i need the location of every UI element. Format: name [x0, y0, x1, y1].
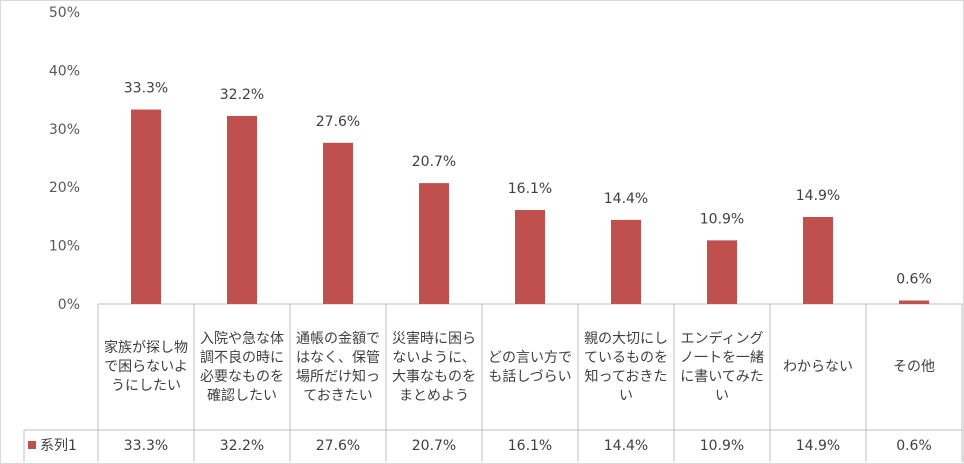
category-label: 入院や急な体調不良の時に必要なものを確認したい: [200, 330, 284, 404]
data-label: 10.9%: [700, 211, 744, 227]
bar: [323, 142, 353, 304]
table-value-cell: 14.9%: [795, 438, 841, 454]
category-label: 災害時に困らないように、大事なものをまとめよう: [392, 330, 476, 404]
y-tick-label: 10%: [49, 239, 80, 255]
category-label: その他: [893, 359, 935, 375]
table-value-cell: 20.7%: [411, 438, 457, 454]
category-label: どの言い方でも話しづらい: [488, 349, 572, 385]
bar: [707, 240, 737, 304]
data-label: 0.6%: [896, 271, 932, 287]
category-label: 家族が探し物で困らないようにしたい: [104, 340, 188, 394]
category-label: 通帳の金額ではなく、保管場所だけ知っておきたい: [296, 330, 380, 404]
bar: [803, 216, 833, 304]
legend-swatch: [28, 441, 36, 449]
data-label: 32.2%: [220, 87, 264, 103]
table-value-cell: 32.2%: [219, 438, 265, 454]
y-tick-label: 40%: [49, 63, 80, 79]
bar: [611, 219, 641, 304]
table-value-cell: 33.3%: [123, 438, 169, 454]
y-tick-label: 30%: [49, 122, 80, 138]
bar: [899, 300, 929, 304]
table-value-cell: 0.6%: [896, 438, 932, 454]
table-value-cell: 10.9%: [699, 438, 745, 454]
table-value-cell: 14.4%: [603, 438, 649, 454]
legend-label: 系列1: [40, 438, 77, 454]
bar: [419, 183, 449, 304]
category-label: わからない: [783, 359, 853, 375]
data-label: 27.6%: [316, 114, 360, 130]
y-tick-label: 0%: [58, 297, 80, 313]
category-label: 親の大切にしているものを知っておきたい: [584, 330, 668, 404]
data-label: 33.3%: [124, 81, 168, 97]
data-label: 16.1%: [508, 181, 552, 197]
table-value-cell: 16.1%: [507, 438, 553, 454]
bar: [515, 209, 545, 304]
y-tick-label: 20%: [49, 180, 80, 196]
legend-series-1: 系列1: [28, 431, 77, 461]
y-tick-label: 50%: [49, 5, 80, 21]
data-label: 14.9%: [796, 188, 840, 204]
table-value-cell: 27.6%: [315, 438, 361, 454]
data-label: 14.4%: [604, 191, 648, 207]
category-label: エンディングノ一トを一緒に書いてみたい: [680, 330, 764, 404]
bar: [227, 115, 257, 305]
bar: [131, 109, 161, 304]
data-label: 20.7%: [412, 154, 456, 170]
